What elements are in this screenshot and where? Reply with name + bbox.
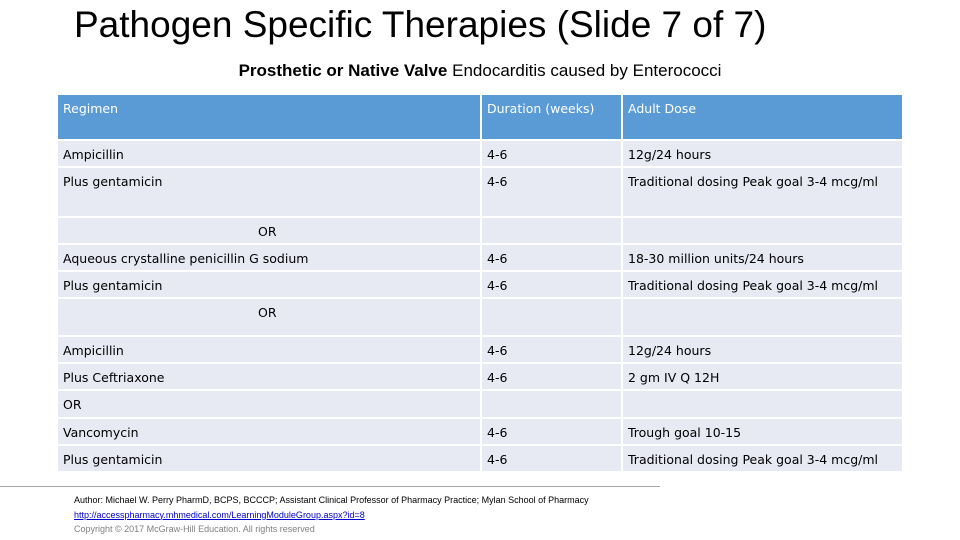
dose-cell: 12g/24 hours [622,336,904,364]
regimen-cell: Plus Ceftriaxone [58,363,482,391]
regimen-cell: Vancomycin [58,418,482,446]
subtitle-rest: Endocarditis caused by Enterococci [447,61,722,80]
duration-cell: 4-6 [481,140,623,168]
empty-cell [622,298,904,337]
empty-cell [481,217,623,245]
dose-cell: 12g/24 hours [622,140,904,168]
empty-cell [481,390,623,419]
footer-copyright: Copyright © 2017 McGraw-Hill Education. … [74,524,315,534]
table-row: Vancomycin 4-6 Trough goal 10-15 [58,418,904,446]
slide-subtitle: Prosthetic or Native Valve Endocarditis … [0,61,960,81]
footer: Author: Michael W. Perry PharmD, BCPS, B… [74,493,589,537]
empty-cell [481,298,623,337]
footer-author: Author: Michael W. Perry PharmD, BCPS, B… [74,495,589,505]
or-separator-row: OR [58,298,904,337]
or-separator-row: OR [58,390,904,419]
dose-cell: Traditional dosing Peak goal 3-4 mcg/ml [622,271,904,299]
table-row: Ampicillin 4-6 12g/24 hours [58,140,904,168]
header-duration: Duration (weeks) [481,95,623,141]
empty-cell [622,390,904,419]
dose-cell: 2 gm IV Q 12H [622,363,904,391]
dose-cell: Traditional dosing Peak goal 3-4 mcg/ml [622,167,904,218]
regimen-cell: Aqueous crystalline penicillin G sodium [58,244,482,272]
footer-link[interactable]: http://accesspharmacy.mhmedical.com/Lear… [74,509,365,520]
table-row: Ampicillin 4-6 12g/24 hours [58,336,904,364]
or-separator-row: OR [58,217,904,245]
duration-cell: 4-6 [481,271,623,299]
table-row: Aqueous crystalline penicillin G sodium … [58,244,904,272]
header-dose: Adult Dose [622,95,904,141]
duration-cell: 4-6 [481,244,623,272]
regimen-cell: Ampicillin [58,140,482,168]
duration-cell: 4-6 [481,445,623,473]
duration-cell: 4-6 [481,167,623,218]
duration-cell: 4-6 [481,336,623,364]
table-row: Plus gentamicin 4-6 Traditional dosing P… [58,271,904,299]
or-separator: OR [58,217,482,245]
table-header-row: Regimen Duration (weeks) Adult Dose [58,95,904,141]
header-regimen: Regimen [58,95,482,141]
duration-cell: 4-6 [481,363,623,391]
footer-divider [0,486,660,487]
regimen-cell: Ampicillin [58,336,482,364]
empty-cell [622,217,904,245]
dose-cell: Trough goal 10-15 [622,418,904,446]
regimen-cell: Plus gentamicin [58,445,482,473]
duration-cell: 4-6 [481,418,623,446]
regimen-cell: Plus gentamicin [58,271,482,299]
table-row: Plus gentamicin 4-6 Traditional dosing P… [58,445,904,473]
table-row: Plus Ceftriaxone 4-6 2 gm IV Q 12H [58,363,904,391]
or-separator: OR [58,298,482,337]
regimen-cell: Plus gentamicin [58,167,482,218]
dose-cell: 18-30 million units/24 hours [622,244,904,272]
dose-cell: Traditional dosing Peak goal 3-4 mcg/ml [622,445,904,473]
subtitle-bold: Prosthetic or Native Valve [238,61,448,80]
table-row: Plus gentamicin 4-6 Traditional dosing P… [58,167,904,218]
or-separator: OR [58,390,482,419]
regimen-table: Regimen Duration (weeks) Adult Dose Ampi… [58,95,904,473]
slide-title: Pathogen Specific Therapies (Slide 7 of … [74,4,767,45]
